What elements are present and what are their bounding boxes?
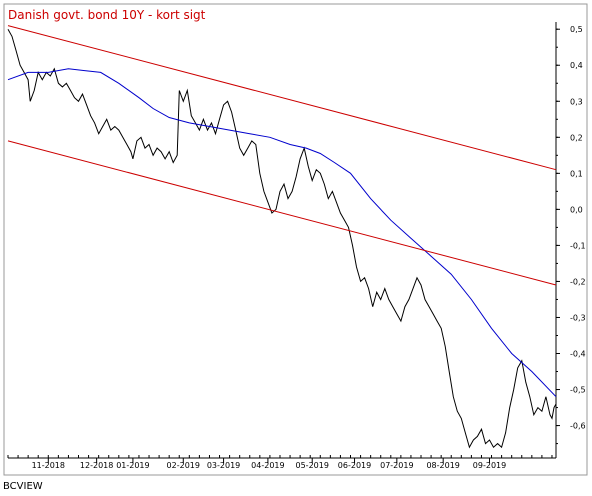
plot-border xyxy=(3,3,588,476)
y-tick-label: -0,5 xyxy=(570,386,586,395)
x-tick-label: 03-2019 xyxy=(207,461,240,470)
footer-brand: BCVIEW xyxy=(3,481,43,492)
y-tick-label: -0,4 xyxy=(570,350,586,359)
x-tick-label: 11-2018 xyxy=(32,461,65,470)
x-tick-label: 08-2019 xyxy=(426,461,459,470)
x-tick-label: 05-2019 xyxy=(296,461,329,470)
x-tick-label: 01-2019 xyxy=(116,461,149,470)
y-tick-label: -0,2 xyxy=(570,277,586,286)
x-tick-label: 07-2019 xyxy=(380,461,413,470)
x-tick-label: 12-2018 xyxy=(80,461,113,470)
chart-title: Danish govt. bond 10Y - kort sigt xyxy=(8,8,206,22)
series-line-1 xyxy=(7,68,557,398)
series-layer xyxy=(7,25,557,449)
x-tick-label: 09-2019 xyxy=(473,461,506,470)
x-tick-label: 04-2019 xyxy=(251,461,284,470)
y-tick-label: 0,2 xyxy=(570,133,583,142)
y-tick-label: 0,3 xyxy=(570,97,583,106)
series-line-0 xyxy=(7,28,557,449)
y-axis: 0,5 0,4 0,3 0,2 0,1 0,0 -0,1 -0,2 -0,3 -0,4 -0,5 -0… xyxy=(556,25,586,445)
y-tick-label: 0,4 xyxy=(570,61,583,70)
y-tick-label: 0,0 xyxy=(570,205,583,214)
x-axis: 11-2018 12-2018 01-2019 02-2019 03-2019 04-20… xyxy=(7,455,553,470)
y-tick-label: 0,1 xyxy=(570,169,583,178)
y-tick-label: 0,5 xyxy=(570,25,583,34)
y-tick-label: -0,6 xyxy=(570,422,586,431)
series-line-3 xyxy=(7,140,557,286)
series-line-2 xyxy=(7,25,557,171)
y-tick-label: -0,1 xyxy=(570,241,586,250)
x-tick-label: 06-2019 xyxy=(338,461,371,470)
x-tick-label: 02-2019 xyxy=(167,461,200,470)
y-tick-label: -0,3 xyxy=(570,313,586,322)
